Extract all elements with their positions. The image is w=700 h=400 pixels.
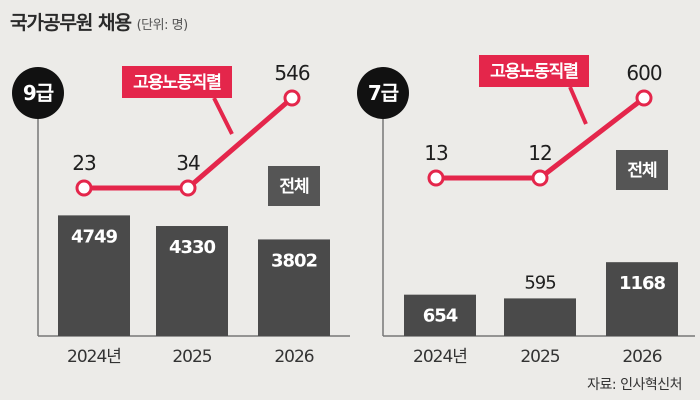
unit-text: (단위: 명) (136, 18, 189, 33)
line-point (635, 89, 653, 107)
line-value-label: 23 (72, 151, 96, 175)
line-value-label: 34 (176, 151, 200, 175)
series-line (436, 96, 646, 181)
bar (258, 239, 330, 336)
x-tick-label: 2025 (520, 347, 559, 367)
bar-value-label: 4330 (169, 237, 216, 258)
x-tick-label: 2026 (274, 347, 313, 367)
tag-connector (212, 97, 234, 135)
line-point (531, 169, 549, 187)
bar (606, 262, 678, 336)
series-tag-label: 고용노동직렬 (133, 72, 221, 93)
bar (156, 226, 228, 336)
line-value-label: 600 (626, 61, 661, 85)
source-note: 자료: 인사혁신처 (587, 377, 682, 393)
line-value-label: 13 (424, 141, 448, 165)
series-tag-box (122, 66, 232, 98)
bar (504, 298, 576, 336)
total-tag-box (616, 150, 668, 190)
grade-label: 7급 (368, 81, 399, 105)
total-tag-label: 전체 (279, 177, 309, 197)
grade-label: 9급 (23, 81, 54, 105)
bar-value-label: 1168 (619, 273, 666, 294)
series-tag-label: 고용노동직렬 (490, 61, 578, 82)
bar-value-label: 595 (524, 272, 555, 293)
bar-value-label: 654 (423, 306, 458, 327)
bar (404, 294, 476, 336)
tag-connector (568, 86, 588, 125)
bar-value-label: 4749 (71, 226, 118, 247)
chart-title: 국가공무원 채용 (단위: 명) (10, 8, 188, 35)
title-text: 국가공무원 채용 (10, 12, 132, 34)
grade-badge (357, 67, 409, 119)
line-point (283, 89, 301, 107)
x-tick-label: 2025 (172, 347, 211, 367)
line-point (179, 179, 197, 197)
line-point (427, 169, 445, 187)
x-tick-label: 2026 (622, 347, 661, 367)
line-value-label: 546 (274, 61, 309, 85)
line-point (75, 179, 93, 197)
line-value-label: 12 (528, 141, 551, 165)
grade-badge (12, 67, 64, 119)
bar-value-label: 3802 (271, 250, 317, 271)
bar (58, 215, 130, 336)
x-tick-label: 2024년 (413, 347, 467, 367)
total-tag-label: 전체 (627, 161, 657, 181)
total-tag-box (268, 166, 320, 206)
x-tick-label: 2024년 (67, 347, 121, 367)
series-tag-box (479, 55, 589, 87)
